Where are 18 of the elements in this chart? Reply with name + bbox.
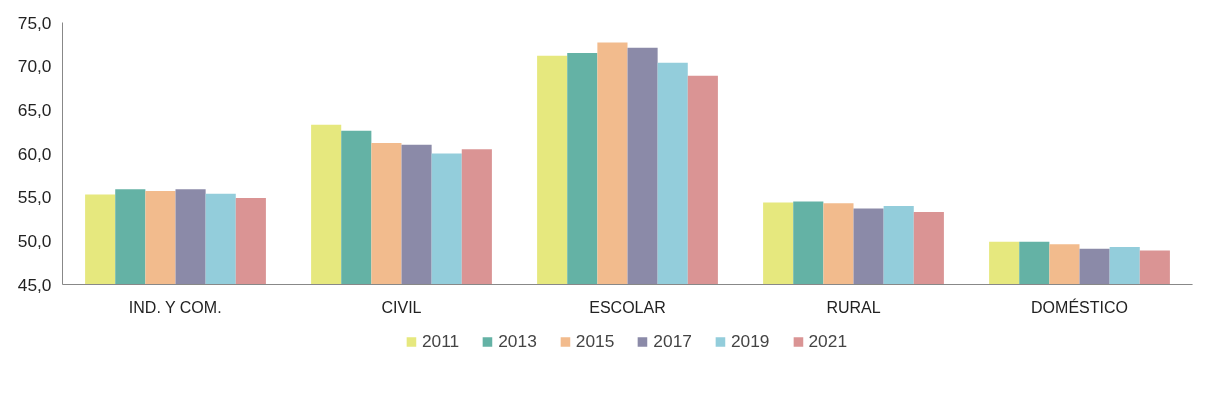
legend-label: 2011 [421, 330, 460, 352]
legend-label: 2021 [808, 330, 848, 352]
x-tick-label: ESCOLAR [589, 298, 666, 316]
y-tick-label: 70,0 [17, 56, 52, 77]
y-tick-label: 55,0 [17, 187, 52, 208]
y-tick-label: 75,0 [17, 12, 52, 33]
x-tick-label: IND. Y COM. [128, 298, 222, 316]
legend-label: 2017 [653, 330, 692, 352]
y-tick-label: 45,0 [17, 274, 52, 295]
x-tick-label: DOMÉSTICO [1031, 297, 1128, 316]
y-tick-label: 60,0 [17, 143, 52, 164]
y-tick-label: 50,0 [17, 230, 52, 251]
legend-label: 2019 [730, 330, 770, 352]
x-tick-label: RURAL [826, 298, 881, 316]
legend-label: 2015 [575, 330, 615, 352]
x-tick-label: CIVIL [381, 298, 422, 316]
legend-label: 2013 [498, 330, 537, 352]
y-tick-label: 65,0 [17, 99, 52, 120]
